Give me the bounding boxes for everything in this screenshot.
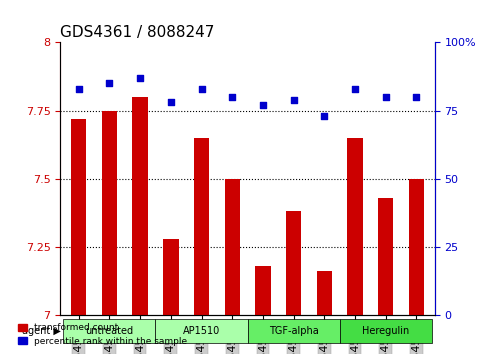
Bar [163,239,179,315]
FancyBboxPatch shape [156,319,248,343]
Point [290,97,298,103]
Point [75,86,83,92]
Bar [225,179,240,315]
Point [259,102,267,108]
Bar [132,97,148,315]
Bar [71,119,86,315]
Bar [194,138,209,315]
Text: Heregulin: Heregulin [362,326,409,336]
Point [136,75,144,81]
FancyBboxPatch shape [63,319,156,343]
Bar [347,138,363,315]
Point [228,94,236,100]
Bar [255,266,270,315]
Point [351,86,359,92]
Bar [316,272,332,315]
Point [382,94,389,100]
Text: AP1510: AP1510 [183,326,220,336]
Point [167,99,175,105]
Point [198,86,205,92]
Text: untreated: untreated [85,326,133,336]
Point [412,94,420,100]
Bar [286,211,301,315]
Point [106,80,114,86]
FancyBboxPatch shape [340,319,432,343]
Point [320,113,328,119]
Text: agent ▶: agent ▶ [22,326,60,336]
FancyBboxPatch shape [248,319,340,343]
Bar [409,179,424,315]
Bar [102,110,117,315]
Bar [378,198,393,315]
Text: GDS4361 / 8088247: GDS4361 / 8088247 [60,25,215,40]
Text: TGF-alpha: TGF-alpha [269,326,318,336]
Legend: transformed count, percentile rank within the sample: transformed count, percentile rank withi… [14,320,191,349]
